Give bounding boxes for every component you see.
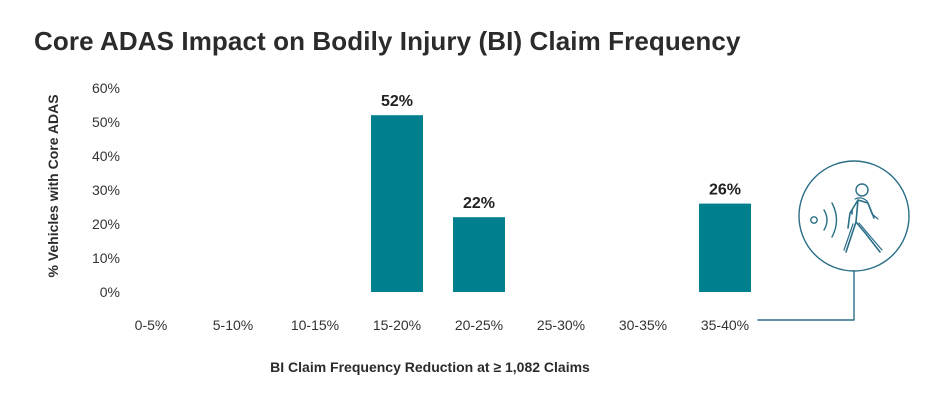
x-tick-label: 15-20% — [373, 317, 421, 333]
y-tick-label: 30% — [92, 182, 120, 198]
bar — [371, 115, 423, 292]
data-labels: 52% 22% 26% — [381, 93, 741, 212]
x-tick-label: 0-5% — [135, 317, 168, 333]
bar — [699, 203, 751, 292]
pedestrian-sensor-icon — [757, 160, 910, 321]
figure-outline — [843, 197, 883, 251]
x-tick-label: 20-25% — [455, 317, 503, 333]
x-axis: 0-5% 5-10% 10-15% 15-20% 20-25% 25-30% 30-35% 3… — [135, 317, 749, 333]
connector-line — [757, 270, 855, 321]
data-label: 22% — [463, 195, 495, 212]
bar — [453, 217, 505, 292]
y-axis-label: % Vehicles with Core ADAS — [45, 94, 61, 277]
x-tick-label: 25-30% — [537, 317, 585, 333]
bars — [371, 115, 751, 292]
data-label: 26% — [709, 182, 741, 199]
x-tick-label: 5-10% — [213, 317, 253, 333]
figure-head — [855, 183, 869, 197]
y-axis: 0% 10% 20% 30% 40% 50% 60% — [92, 80, 120, 300]
data-label: 52% — [381, 93, 413, 110]
y-tick-label: 60% — [92, 80, 120, 96]
sensor-dot — [810, 216, 818, 224]
y-tick-label: 10% — [92, 250, 120, 266]
x-tick-label: 30-35% — [619, 317, 667, 333]
y-tick-label: 50% — [92, 114, 120, 130]
x-tick-label: 10-15% — [291, 317, 339, 333]
y-tick-label: 40% — [92, 148, 120, 164]
sensor-wave-1 — [823, 209, 828, 231]
figure-body — [845, 199, 881, 253]
x-tick-label: 35-40% — [701, 317, 749, 333]
chart-title: Core ADAS Impact on Bodily Injury (BI) C… — [34, 26, 741, 56]
icon-circle — [798, 160, 910, 272]
y-tick-label: 0% — [100, 284, 120, 300]
x-axis-label: BI Claim Frequency Reduction at ≥ 1,082 … — [270, 359, 590, 375]
sensor-wave-2 — [831, 202, 838, 238]
y-tick-label: 20% — [92, 216, 120, 232]
